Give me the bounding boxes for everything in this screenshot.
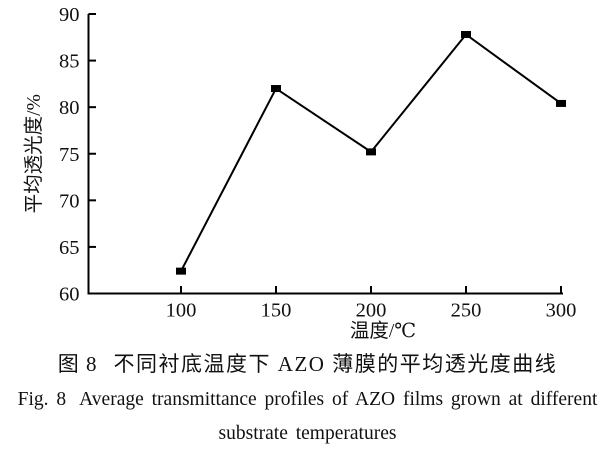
x-tick-label: 300: [546, 300, 577, 322]
caption-english-line1: Fig. 8 Average transmittance profiles of …: [0, 387, 615, 412]
data-point-marker: [461, 30, 471, 38]
x-tick-label: 250: [451, 300, 482, 322]
figure-caption: 图 8 不同衬底温度下 AZO 薄膜的平均透光度曲线 Fig. 8 Average …: [0, 350, 615, 446]
data-point-marker: [271, 85, 281, 93]
transmittance-line-chart: 60 65 70 75 80 85 90 100 150 200 250 300 温度/℃ 平均透光度/%: [23, 4, 577, 342]
y-axis-title: 平均透光度/%: [23, 94, 45, 213]
data-point-marker: [556, 99, 566, 107]
y-tick-label: 90: [59, 4, 80, 26]
y-tick-label: 70: [59, 190, 80, 212]
figure-title-chinese: 不同衬底温度下 AZO 薄膜的平均透光度曲线: [113, 352, 558, 376]
y-tick-label: 75: [59, 144, 80, 166]
data-point-marker: [366, 148, 376, 156]
x-tick-label: 200: [356, 300, 387, 322]
figure-number-english: Fig. 8: [17, 389, 67, 410]
figure-title-english: Average transmittance profiles of AZO fi…: [79, 389, 598, 410]
x-tick-label: 100: [166, 300, 197, 322]
x-axis-title: 温度/℃: [350, 320, 416, 342]
y-tick-label: 65: [59, 237, 80, 259]
y-tick-label: 60: [59, 284, 80, 306]
data-point-marker: [176, 267, 186, 275]
caption-chinese: 图 8 不同衬底温度下 AZO 薄膜的平均透光度曲线: [0, 350, 615, 378]
y-tick-label: 85: [59, 51, 80, 73]
x-tick-label: 150: [261, 300, 292, 322]
figure-number-chinese: 图 8: [57, 352, 98, 376]
y-tick-label: 80: [59, 97, 80, 119]
caption-english-line2: substrate temperatures: [218, 423, 397, 444]
